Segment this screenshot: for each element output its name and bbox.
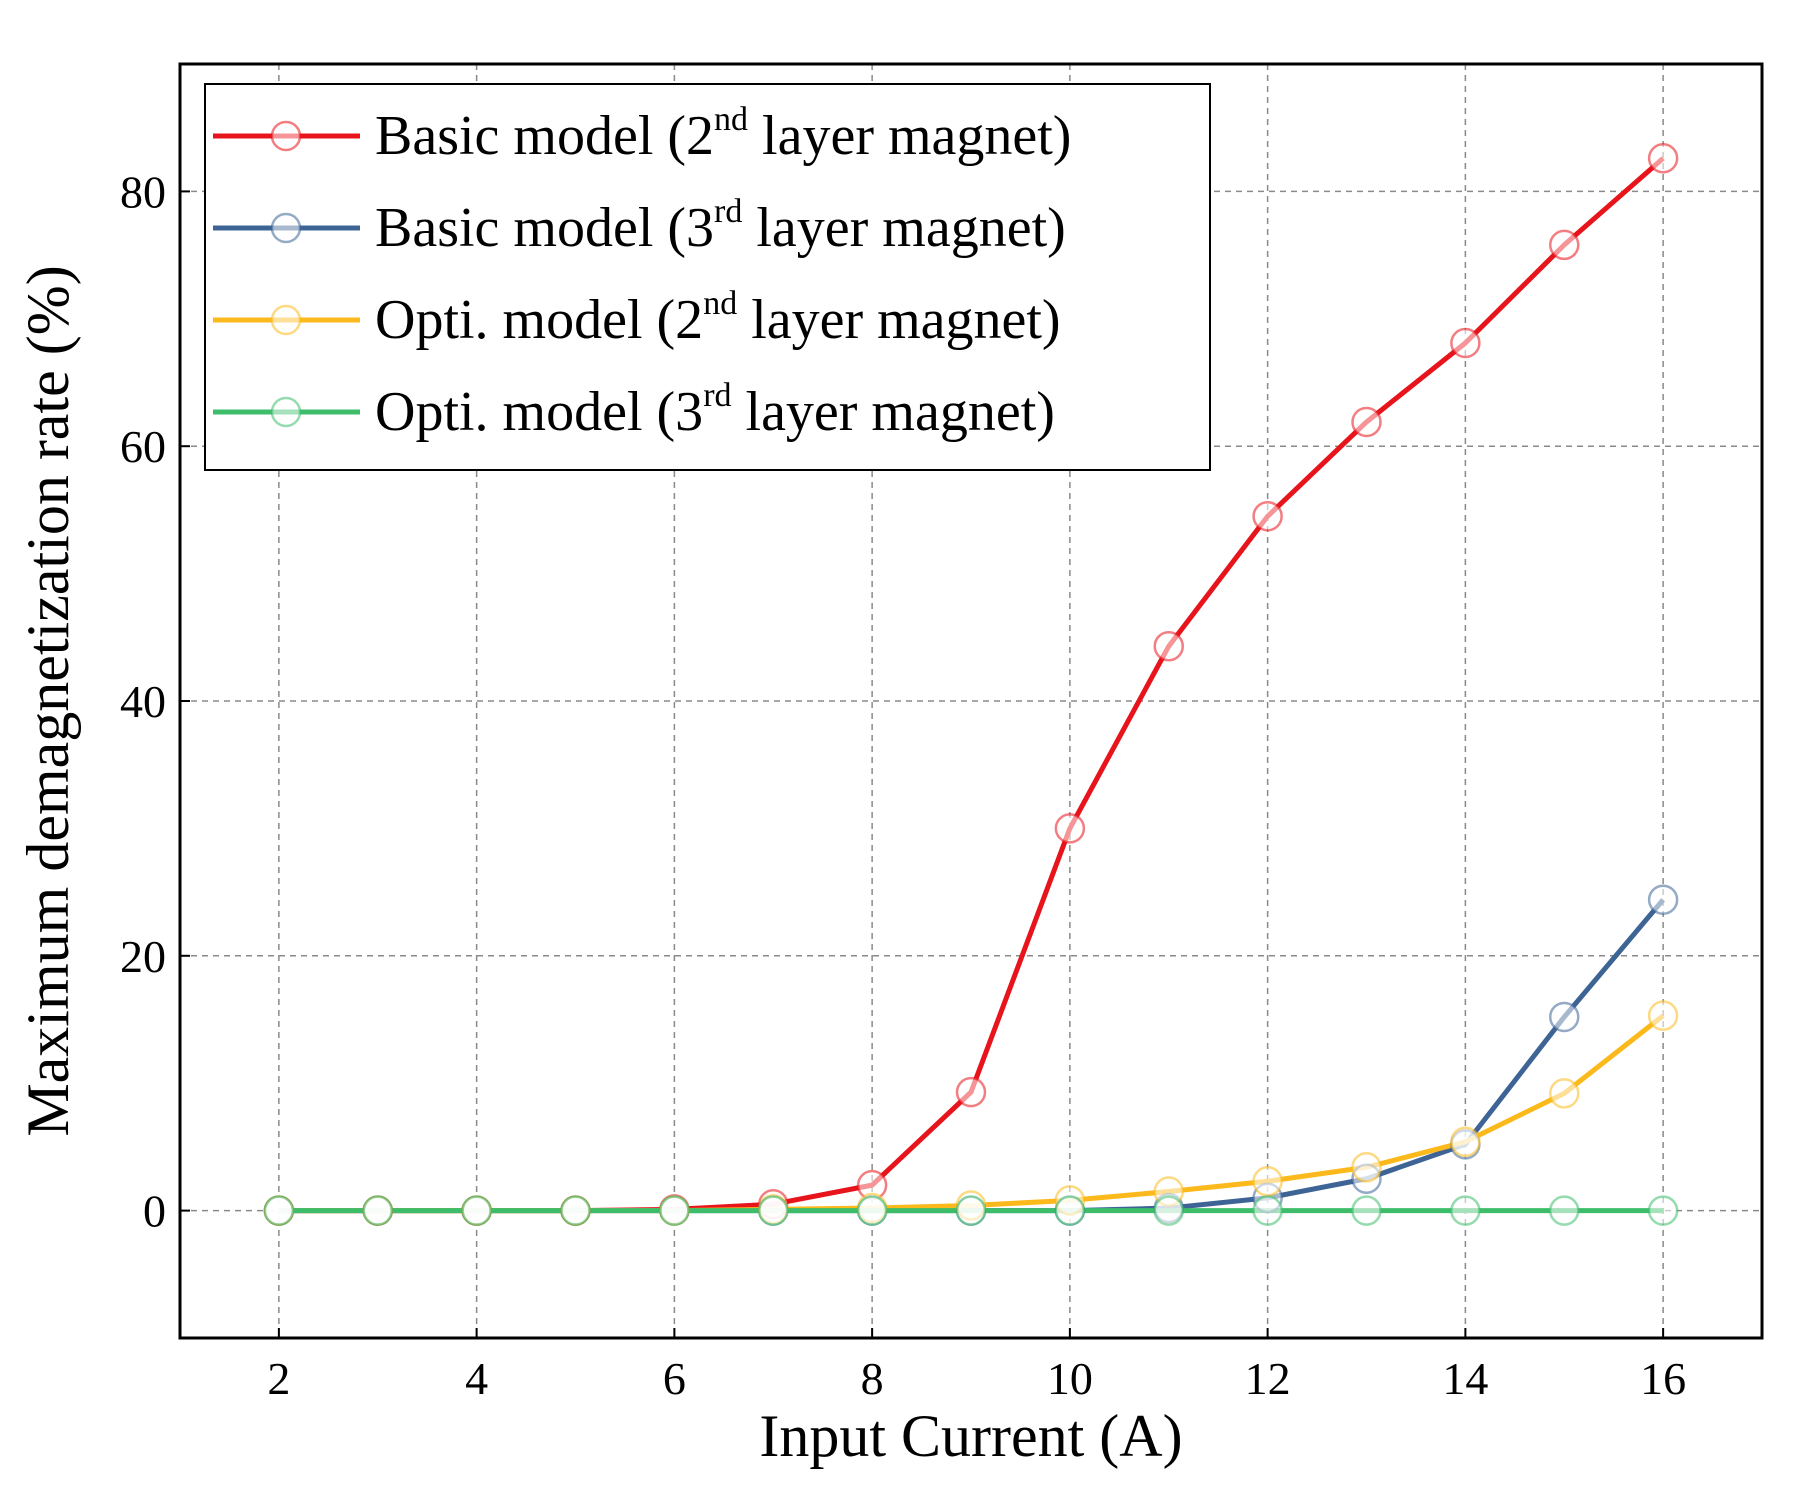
x-tick-label: 12 [1245, 1353, 1291, 1404]
legend-label-superscript: rd [703, 377, 731, 414]
data-point-series-3 [1351, 1152, 1382, 1183]
y-tick-label: 0 [143, 1186, 166, 1237]
legend-label-prefix: Opti. model (3 [375, 381, 703, 443]
y-tick-label: 60 [120, 421, 166, 472]
axis-ticks [180, 190, 1665, 1338]
data-point-series-4 [1153, 1195, 1184, 1226]
legend-label-suffix: layer magnet) [737, 289, 1060, 351]
series-markers [263, 143, 1679, 1226]
data-point-series-4 [1647, 1195, 1679, 1226]
y-tick-label: 80 [120, 166, 166, 217]
legend-swatch-marker [270, 120, 302, 152]
legend-label-1: Basic model (2nd layer magnet) [375, 101, 1071, 167]
y-axis-label: Maximum demagnetization rate (%) [15, 265, 81, 1136]
legend-label-superscript: nd [714, 101, 748, 138]
data-point-series-4 [659, 1195, 690, 1226]
x-tick-label: 2 [267, 1353, 290, 1404]
data-point-series-1 [1647, 143, 1679, 174]
data-point-series-3 [1252, 1166, 1283, 1197]
legend-label-2: Basic model (3rd layer magnet) [375, 193, 1066, 259]
legend-swatch-marker [270, 396, 302, 428]
data-point-series-4 [1450, 1195, 1481, 1226]
y-tick-label: 20 [120, 931, 166, 982]
data-point-series-3 [1549, 1078, 1580, 1109]
x-tick-label: 4 [465, 1353, 488, 1404]
data-point-series-4 [560, 1195, 591, 1226]
x-axis-label: Input Current (A) [759, 1403, 1182, 1469]
y-tick-label: 40 [120, 676, 166, 727]
data-point-series-2 [1549, 1001, 1580, 1033]
x-tick-label: 6 [663, 1353, 686, 1404]
data-point-series-4 [1054, 1195, 1086, 1226]
data-point-series-1 [1450, 327, 1481, 359]
legend-label-3: Opti. model (2nd layer magnet) [375, 285, 1061, 351]
data-point-series-1 [1549, 229, 1580, 261]
legend-label-4: Opti. model (3rd layer magnet) [375, 377, 1055, 443]
legend-label-prefix: Basic model (2 [375, 105, 714, 167]
legend-label-superscript: rd [714, 193, 742, 230]
data-point-series-2 [1647, 884, 1679, 915]
x-tick-labels: 2 4 6 8 10 12 14 16 [267, 1353, 1686, 1404]
data-point-series-3 [1450, 1126, 1481, 1158]
legend-swatch-marker [270, 212, 302, 244]
y-tick-labels: 0 20 40 60 80 [120, 166, 166, 1236]
data-point-series-1 [1351, 406, 1382, 438]
x-tick-label: 10 [1047, 1353, 1093, 1404]
legend-swatch-marker [270, 304, 302, 336]
legend-label-suffix: layer magnet) [748, 105, 1071, 167]
legend-label-superscript: nd [703, 285, 737, 322]
data-point-series-1 [955, 1076, 987, 1108]
legend-box [204, 83, 1211, 471]
data-point-series-1 [1153, 630, 1184, 662]
data-point-series-4 [263, 1195, 295, 1226]
x-tick-label: 8 [861, 1353, 884, 1404]
x-tick-label: 16 [1640, 1353, 1686, 1404]
data-point-series-1 [1252, 501, 1283, 532]
legend: Basic model (2nd layer magnet)Basic mode… [204, 83, 1211, 471]
legend-label-prefix: Opti. model (2 [375, 289, 703, 351]
data-point-series-4 [362, 1195, 393, 1226]
data-point-series-3 [1647, 1000, 1679, 1031]
legend-label-suffix: layer magnet) [742, 197, 1065, 259]
data-point-series-1 [1054, 813, 1086, 844]
legend-label-prefix: Basic model (3 [375, 197, 714, 259]
legend-label-suffix: layer magnet) [732, 381, 1055, 443]
data-point-series-4 [856, 1195, 888, 1226]
data-point-series-4 [1549, 1195, 1580, 1226]
x-tick-label: 14 [1442, 1353, 1488, 1404]
data-point-series-4 [758, 1195, 789, 1226]
data-point-series-4 [955, 1195, 987, 1226]
data-point-series-4 [461, 1195, 492, 1226]
data-point-series-4 [1252, 1195, 1283, 1226]
data-point-series-4 [1351, 1195, 1382, 1226]
